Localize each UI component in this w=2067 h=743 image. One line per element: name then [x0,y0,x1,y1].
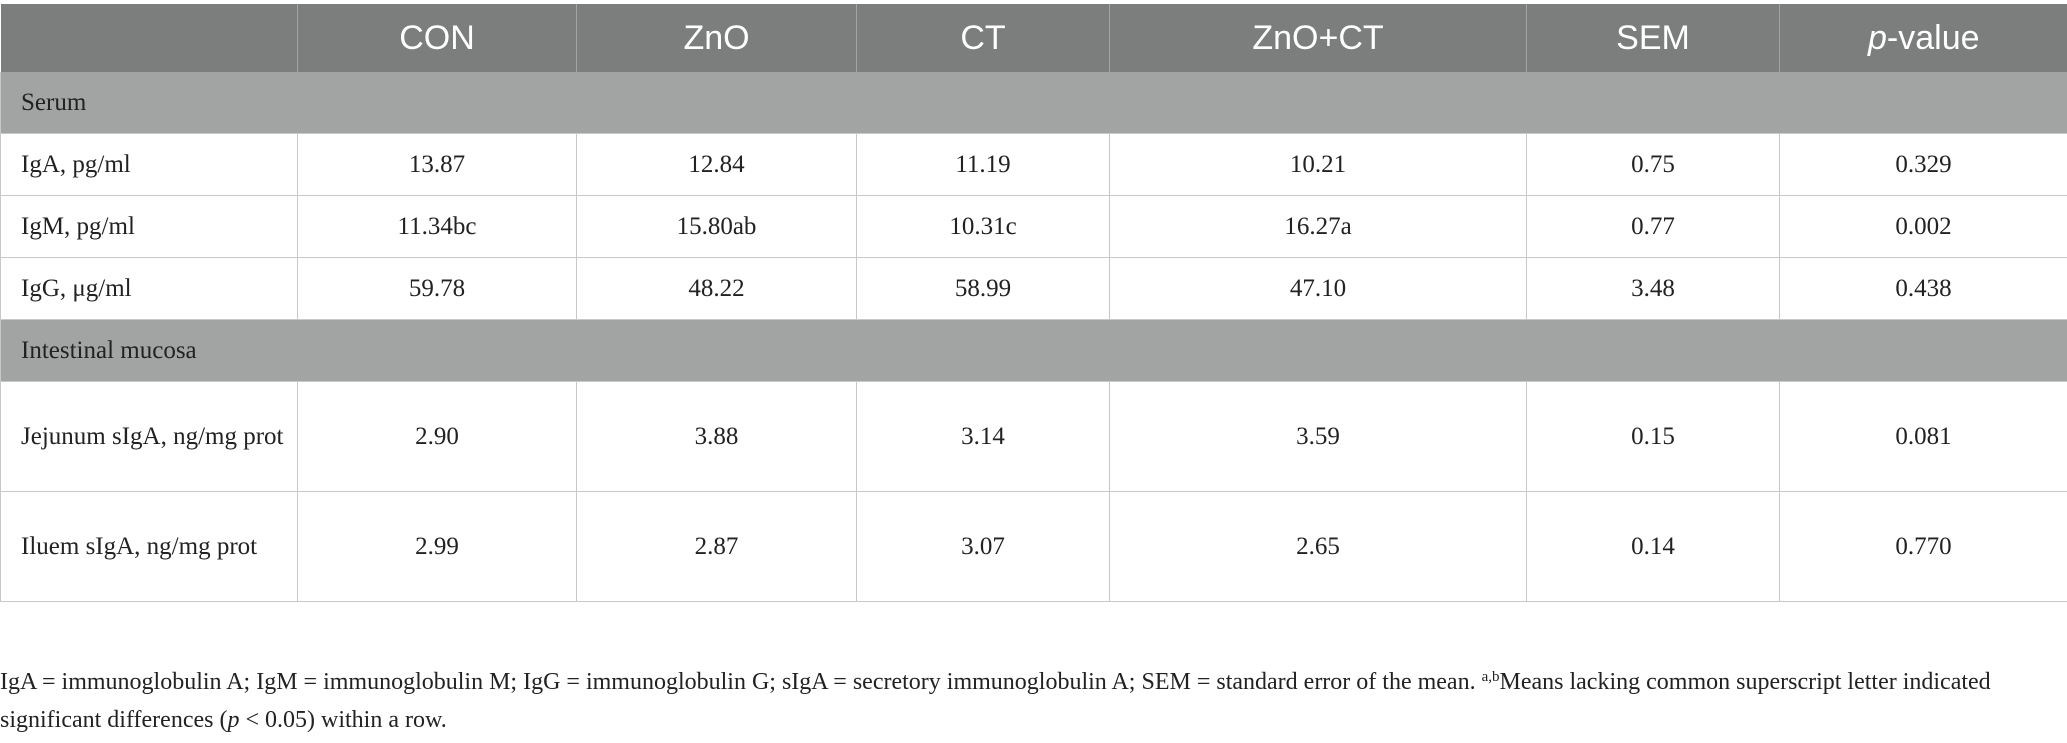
cell-sem: 0.77 [1526,195,1780,258]
header-cell-ct: CT [856,4,1110,72]
header-cell-sem: SEM [1526,4,1780,72]
cell-sem: 0.15 [1526,381,1780,492]
cell-ct: 10.31c [856,195,1110,258]
row-label: IgG, μg/ml [0,257,298,320]
table-row: IgM, pg/ml 11.34bc 15.80ab 10.31c 16.27a… [0,195,2067,258]
cell-zno-ct: 47.10 [1109,257,1527,320]
table-footnote: IgA = immunoglobulin A; IgM = immunoglob… [0,663,2060,739]
cell-con: 59.78 [297,257,577,320]
cell-sem: 3.48 [1526,257,1780,320]
footnote-superscript: a,b [1481,669,1500,685]
cell-p-value: 0.329 [1779,133,2067,196]
table-row: IgG, μg/ml 59.78 48.22 58.99 47.10 3.48 … [0,257,2067,320]
cell-zno-ct: 10.21 [1109,133,1527,196]
section-title: Serum [0,72,2067,134]
cell-p-value: 0.770 [1779,491,2067,602]
cell-sem: 0.14 [1526,491,1780,602]
table-row: Iluem sIgA, ng/mg prot 2.99 2.87 3.07 2.… [0,491,2067,602]
cell-zno-ct: 2.65 [1109,491,1527,602]
table-row: IgA, pg/ml 13.87 12.84 11.19 10.21 0.75 … [0,133,2067,196]
header-cell-con: CON [297,4,577,72]
cell-p-value: 0.081 [1779,381,2067,492]
header-row: CON ZnO CT ZnO+CT SEM p-value [0,4,2067,72]
cell-zno: 12.84 [576,133,857,196]
cell-p-value: 0.002 [1779,195,2067,258]
cell-zno-ct: 3.59 [1109,381,1527,492]
cell-zno: 15.80ab [576,195,857,258]
footnote-significance: < 0.05) within a row. [239,707,447,733]
section-row-intestinal-mucosa: Intestinal mucosa [0,319,2067,382]
footnote-means: Means lacking common superscript letter … [0,669,1991,733]
section-title: Intestinal mucosa [0,319,2067,382]
p-italic: p [1867,18,1887,57]
cell-p-value: 0.438 [1779,257,2067,320]
table-row: Jejunum sIgA, ng/mg prot 2.90 3.88 3.14 … [0,381,2067,492]
row-label: Iluem sIgA, ng/mg prot [0,491,298,602]
row-label: IgA, pg/ml [0,133,298,196]
cell-con: 13.87 [297,133,577,196]
cell-zno: 48.22 [576,257,857,320]
header-cell-zno-ct: ZnO+CT [1109,4,1527,72]
cell-zno: 3.88 [576,381,857,492]
cell-ct: 3.14 [856,381,1110,492]
row-label: Jejunum sIgA, ng/mg prot [0,381,298,492]
cell-con: 11.34bc [297,195,577,258]
header-cell-empty [0,4,298,72]
header-cell-zno: ZnO [576,4,857,72]
cell-zno-ct: 16.27a [1109,195,1527,258]
section-row-serum: Serum [0,72,2067,134]
cell-con: 2.99 [297,491,577,602]
cell-zno: 2.87 [576,491,857,602]
footnote-abbreviations: IgA = immunoglobulin A; IgM = immunoglob… [0,669,1482,695]
results-table: CON ZnO CT ZnO+CT SEM p-value Serum IgA,… [0,4,2067,602]
cell-sem: 0.75 [1526,133,1780,196]
cell-ct: 58.99 [856,257,1110,320]
row-label: IgM, pg/ml [0,195,298,258]
footnote-p-italic: p [227,707,240,733]
header-cell-p-value: p-value [1779,4,2067,72]
cell-con: 2.90 [297,381,577,492]
cell-ct: 11.19 [856,133,1110,196]
cell-ct: 3.07 [856,491,1110,602]
p-value-suffix: -value [1886,18,1980,57]
